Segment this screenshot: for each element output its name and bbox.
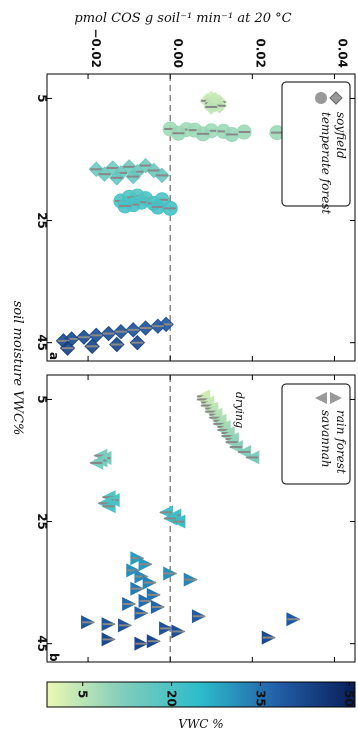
panel-label: b bbox=[47, 653, 61, 662]
legend-savannah: savannah bbox=[319, 410, 333, 468]
panel-b-plot: 5 25 45b bbox=[35, 375, 355, 662]
flux-tick-label: 0.02 bbox=[253, 38, 267, 68]
flux-axis-title: pmol COS g soil⁻¹ min⁻¹ at 20 °C bbox=[74, 11, 291, 26]
legend-triangle-left-icon bbox=[315, 392, 327, 404]
panel-a-legend: soyfield temperate forest bbox=[281, 81, 351, 214]
panel-a-frame bbox=[46, 73, 356, 362]
flux-tick-label: −0.02 bbox=[89, 28, 103, 68]
drying-annotation: drying bbox=[233, 392, 246, 428]
panel-b-legend: rain forest savannah bbox=[281, 383, 351, 485]
moisture-tick-label: 25 bbox=[35, 513, 49, 530]
colorbar-title: VWC % bbox=[178, 717, 223, 731]
legend-soyfield: soyfield bbox=[334, 112, 348, 159]
soil-moisture-axis-title: soil moisture VWC% bbox=[10, 301, 25, 436]
moisture-tick-label: 5 bbox=[35, 94, 49, 102]
moisture-tick-label: 45 bbox=[35, 635, 49, 652]
colorbar-ticks: 5 20 35 50 bbox=[76, 682, 356, 707]
panel-b-frame bbox=[46, 374, 356, 663]
colorbar-tick-label: 20 bbox=[165, 690, 179, 707]
legend-circle-icon bbox=[315, 92, 327, 104]
colorbar bbox=[46, 681, 356, 708]
moisture-tick-label: 25 bbox=[35, 212, 49, 229]
panel-a-plot: −0.02 0.00 0.02 0.04 5 25 45a bbox=[35, 28, 355, 361]
moisture-tick-label: 45 bbox=[35, 334, 49, 351]
panel-label: a bbox=[47, 352, 61, 360]
legend-diamond-icon bbox=[329, 91, 343, 105]
legend-temperate-forest: temperate forest bbox=[319, 112, 333, 214]
flux-tick-label: 0.00 bbox=[171, 38, 185, 68]
colorbar-tick-label: 35 bbox=[253, 690, 267, 707]
colorbar-tick-label: 5 bbox=[76, 690, 90, 698]
legend-rain-forest: rain forest bbox=[334, 410, 348, 474]
moisture-tick-label: 5 bbox=[35, 395, 49, 403]
legend-triangle-right-icon bbox=[330, 392, 342, 404]
colorbar-tick-label: 50 bbox=[342, 690, 356, 707]
flux-tick-label: 0.04 bbox=[335, 38, 349, 68]
